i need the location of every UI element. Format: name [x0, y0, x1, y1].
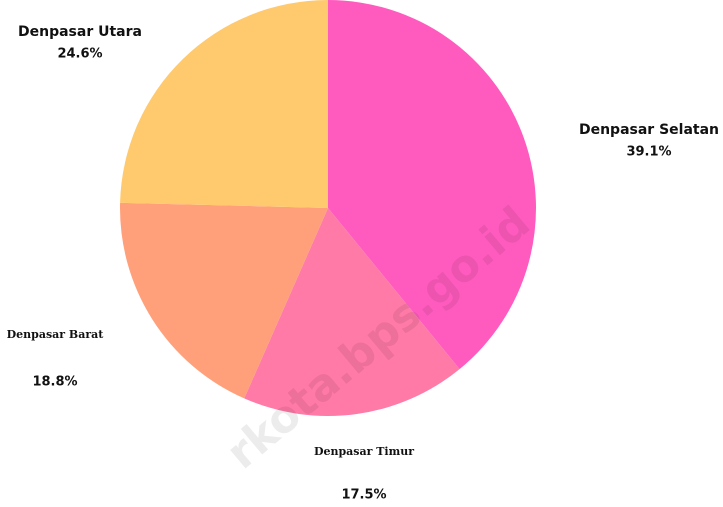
pie-slice	[119, 202, 328, 399]
pie	[119, 0, 536, 417]
slice-value-label: 18.8%	[32, 375, 77, 390]
slice-label: Denpasar Selatan	[579, 122, 719, 138]
slice-value-label: 17.5%	[341, 488, 386, 503]
pie-slice	[328, 0, 536, 370]
pie-slice	[120, 0, 328, 208]
slice-label: Denpasar Timur	[314, 445, 414, 458]
slice-label: Denpasar Utara	[18, 24, 142, 40]
slice-value-label: 24.6%	[57, 47, 102, 62]
slice-label: Denpasar Barat	[7, 328, 105, 341]
slice-value-label: 39.1%	[626, 145, 671, 160]
pie-slice	[244, 208, 460, 417]
